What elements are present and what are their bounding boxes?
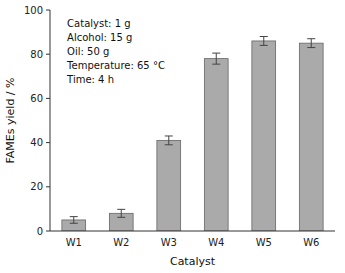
y-tick-label: 40	[30, 137, 43, 148]
error-cap	[307, 38, 315, 39]
bar	[299, 43, 323, 231]
annotation-line: Temperature: 65 °C	[66, 60, 165, 71]
error-cap	[117, 217, 125, 218]
x-tick-label: W5	[256, 237, 272, 248]
error-line	[216, 53, 217, 64]
error-line	[73, 217, 74, 224]
bar	[252, 41, 276, 231]
annotation: Catalyst: 1 g Alcohol: 15 g Oil: 50 g Tempe…	[66, 18, 165, 85]
y-tick-label: 0	[37, 226, 43, 237]
error-cap	[70, 223, 78, 224]
error-cap	[307, 47, 315, 48]
annotation-line: Alcohol: 15 g	[67, 32, 132, 43]
y-tick-label: 60	[30, 93, 43, 104]
x-axis-label: Catalyst	[170, 255, 216, 268]
x-tick-label: W3	[161, 237, 177, 248]
y-axis-line	[50, 10, 51, 231]
error-line	[168, 136, 169, 145]
bar	[204, 59, 228, 231]
error-cap	[165, 144, 173, 145]
error-bar	[165, 136, 173, 145]
y-tick	[46, 54, 50, 55]
error-bar	[260, 37, 268, 46]
error-cap	[212, 53, 220, 54]
y-tick	[46, 186, 50, 187]
y-tick	[46, 98, 50, 99]
bars	[62, 37, 323, 231]
error-cap	[117, 209, 125, 210]
annotation-line: Oil: 50 g	[67, 46, 109, 57]
x-axis-line	[50, 231, 335, 232]
chart-svg: 0 20 40 60 80 100 W1 W2 W3 W4 W5 W6 Catalyst FAMEs yi…	[0, 0, 345, 273]
x-tick-label: W2	[113, 237, 129, 248]
x-tick-label: W4	[208, 237, 224, 248]
error-bar	[117, 209, 125, 217]
chart-container: 0 20 40 60 80 100 W1 W2 W3 W4 W5 W6 Catalyst FAMEs yi…	[0, 0, 345, 273]
bar	[157, 140, 181, 231]
y-tick	[46, 142, 50, 143]
error-bar	[307, 39, 315, 48]
annotation-line: Time: 4 h	[66, 74, 114, 85]
error-cap	[70, 216, 78, 217]
error-cap	[260, 45, 268, 46]
y-axis-label: FAMEs yield / %	[4, 77, 17, 163]
error-line	[121, 209, 122, 217]
y-tick-label: 100	[24, 5, 43, 16]
error-bar	[212, 53, 220, 64]
error-line	[263, 37, 264, 46]
y-tick-label: 80	[30, 49, 43, 60]
error-cap	[212, 64, 220, 65]
annotation-line: Catalyst: 1 g	[67, 18, 130, 29]
error-cap	[260, 36, 268, 37]
x-tick-label: W1	[66, 237, 82, 248]
error-bar	[70, 217, 78, 224]
y-tick	[46, 231, 50, 232]
error-cap	[165, 135, 173, 136]
error-line	[311, 39, 312, 48]
x-tick-label: W6	[303, 237, 319, 248]
y-tick	[46, 10, 50, 11]
y-tick-label: 20	[30, 181, 43, 192]
